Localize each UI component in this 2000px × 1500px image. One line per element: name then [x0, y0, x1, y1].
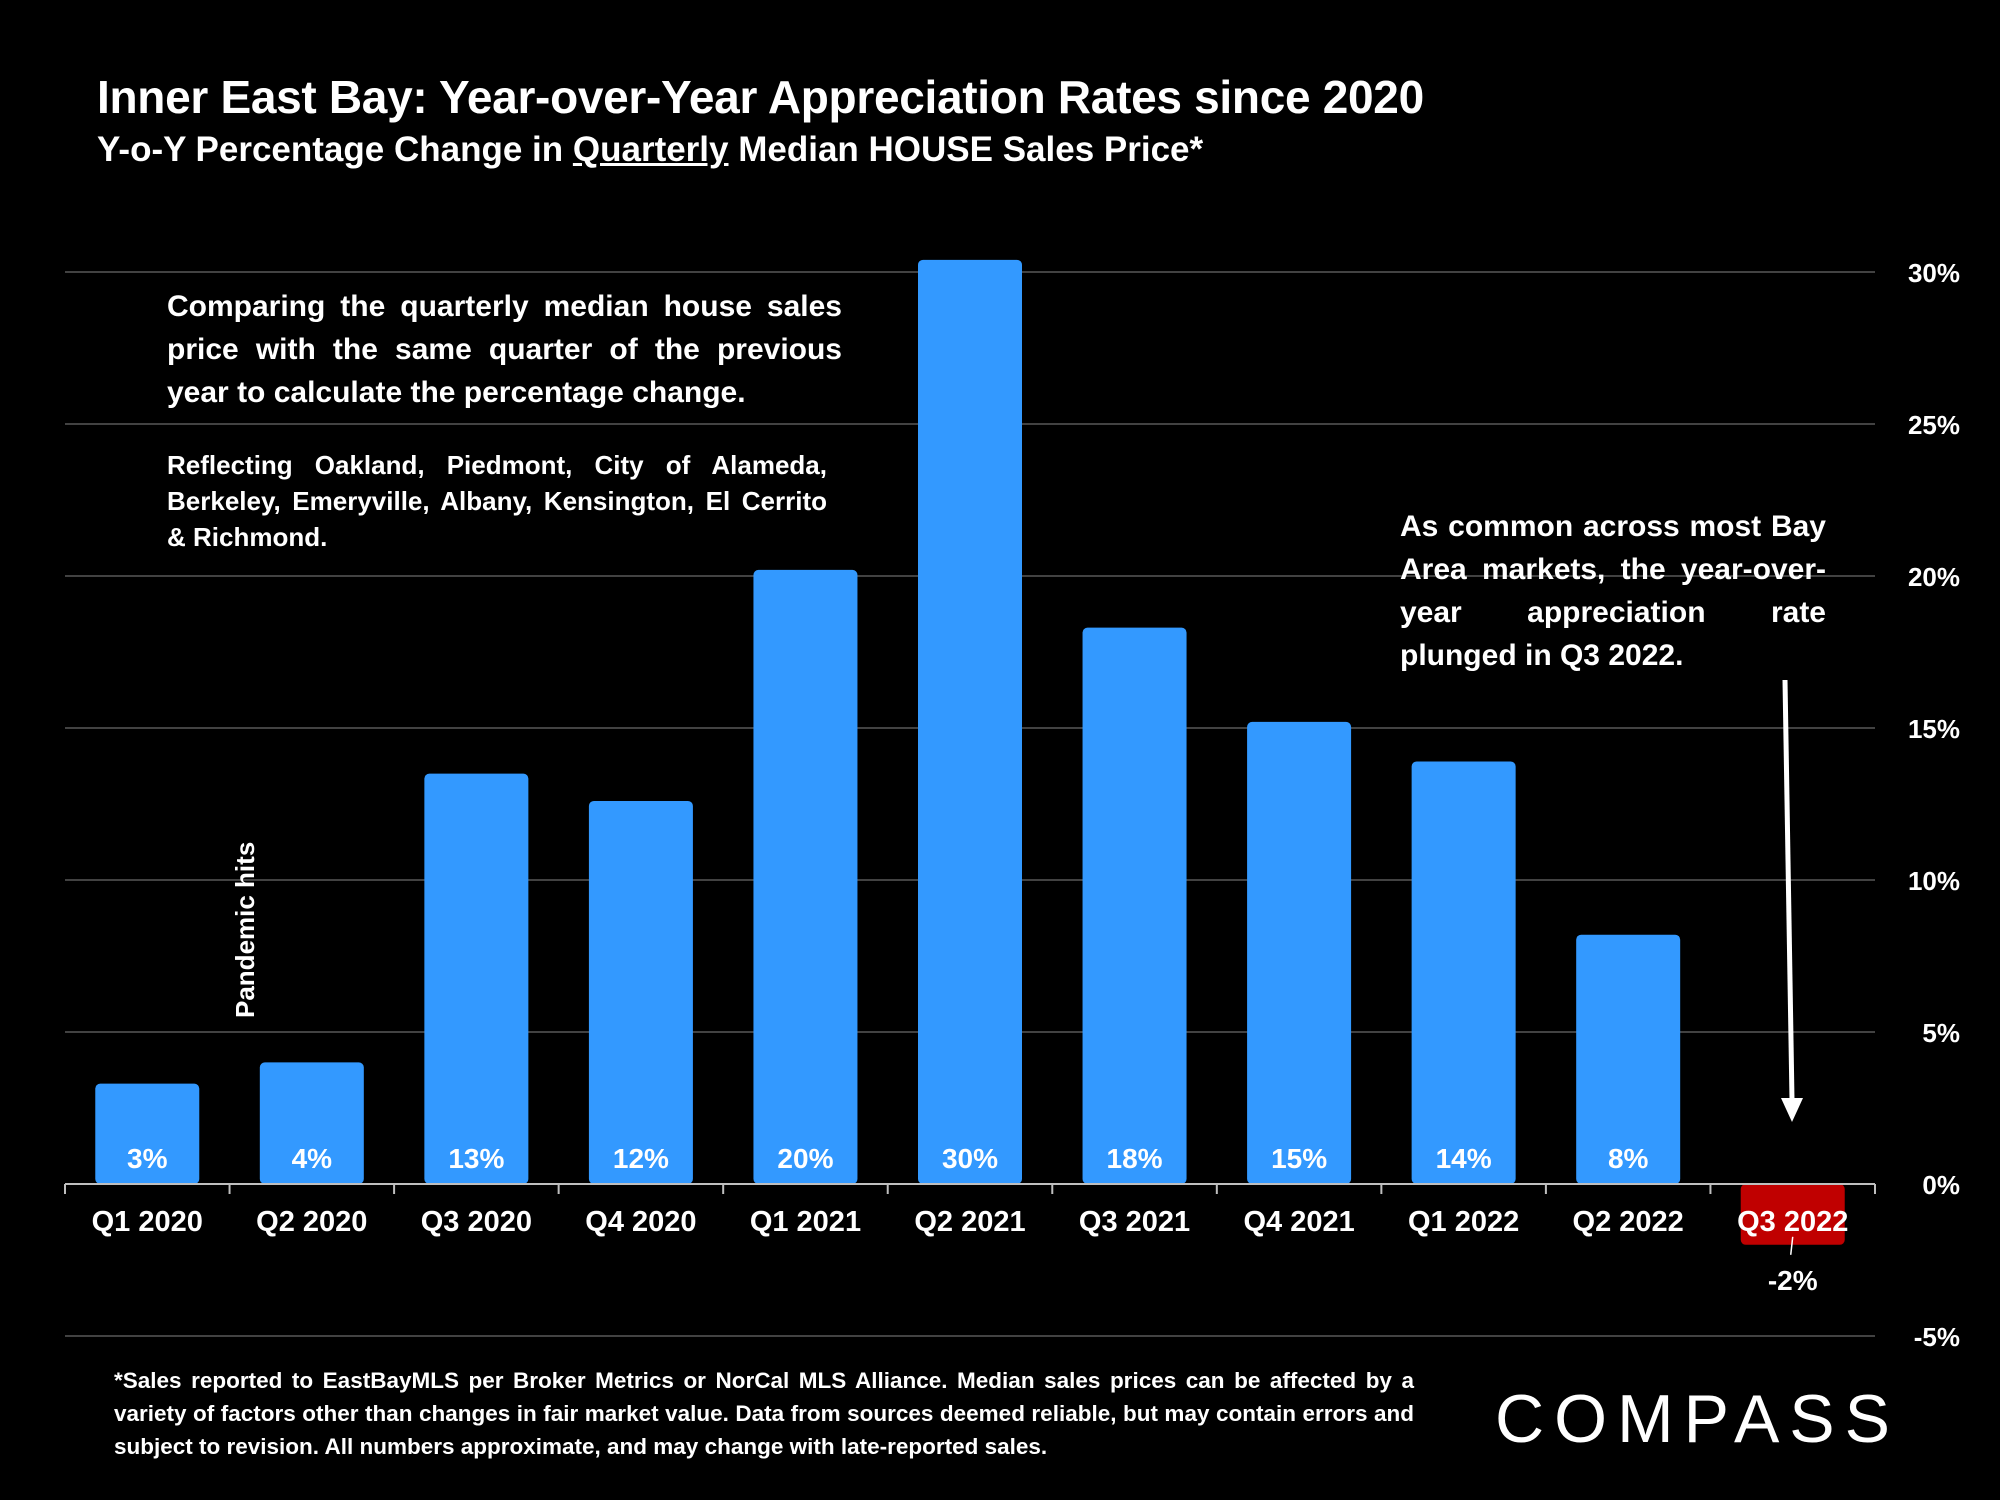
- bar-q1-2020: [95, 1083, 200, 1184]
- bar-q3-2022: [1740, 1184, 1845, 1245]
- data-label: 20%: [777, 1143, 833, 1174]
- x-tick-label: Q4 2020: [585, 1206, 696, 1238]
- y-tick-label: 15%: [1908, 714, 1960, 744]
- bar-q3-2020: [424, 773, 529, 1184]
- x-tick-label: Q1 2020: [92, 1206, 203, 1238]
- data-label: 3%: [127, 1143, 168, 1174]
- y-tick-label: 20%: [1908, 562, 1960, 592]
- bar-q1-2022: [1411, 761, 1516, 1184]
- data-label: 8%: [1608, 1143, 1649, 1174]
- y-tick-label: 30%: [1908, 258, 1960, 288]
- footnote: *Sales reported to EastBayMLS per Broker…: [114, 1368, 1414, 1459]
- compass-logo: COMPASS: [1495, 1381, 1901, 1457]
- subtitle-pre: Y-o-Y Percentage Change in: [97, 130, 573, 169]
- arrow-shaft: [1782, 679, 1795, 1101]
- subtitle-underlined: Quarterly: [572, 130, 729, 169]
- x-tick-label: Q2 2020: [256, 1206, 367, 1238]
- y-tick-label: -5%: [1914, 1322, 1960, 1352]
- bar-q1-2021: [753, 569, 858, 1184]
- bar-q2-2022: [1576, 934, 1681, 1184]
- y-tick-label: 10%: [1908, 866, 1960, 896]
- y-tick-label: 25%: [1908, 410, 1960, 440]
- bar-q4-2021: [1247, 721, 1352, 1184]
- bar-q3-2021: [1082, 627, 1187, 1184]
- y-tick-label: 0%: [1922, 1170, 1960, 1200]
- data-label: 4%: [292, 1143, 333, 1174]
- data-label: 14%: [1436, 1143, 1492, 1174]
- arrow-head-icon: [1781, 1098, 1803, 1122]
- data-label: -2%: [1768, 1265, 1818, 1296]
- annotation-pandemic-hits: Pandemic hits: [230, 841, 260, 1018]
- chart-title: Inner East Bay: Year-over-Year Appreciat…: [97, 71, 1424, 123]
- data-label: 15%: [1271, 1143, 1327, 1174]
- data-label: 12%: [613, 1143, 669, 1174]
- annotation-methodology: Comparing the quarterly median house sal…: [167, 290, 842, 409]
- subtitle-post: Median HOUSE Sales Price*: [728, 130, 1204, 169]
- annotation-plunge: As common across most Bay Area markets, …: [1400, 510, 1826, 672]
- y-tick-label: 5%: [1922, 1018, 1960, 1048]
- data-label: 30%: [942, 1143, 998, 1174]
- x-tick-label: Q3 2021: [1079, 1206, 1190, 1238]
- x-tick-label: Q3 2022: [1737, 1206, 1848, 1238]
- bar-q2-2020: [259, 1062, 364, 1184]
- chart-subtitle: Y-o-Y Percentage Change in Quarterly Med…: [97, 130, 1203, 170]
- x-tick-label: Q2 2021: [914, 1206, 1025, 1238]
- bar-q2-2021: [918, 259, 1022, 1185]
- x-tick-label: Q3 2020: [421, 1206, 532, 1238]
- annotation-regions: Reflecting Oakland, Piedmont, City of Al…: [167, 450, 827, 552]
- bar-q4-2020: [588, 800, 693, 1184]
- x-tick-label: Q4 2021: [1243, 1206, 1354, 1238]
- x-tick-label: Q1 2022: [1408, 1206, 1519, 1238]
- x-tick-label: Q2 2022: [1573, 1206, 1684, 1238]
- data-label: 13%: [448, 1143, 504, 1174]
- data-label: 18%: [1107, 1143, 1163, 1174]
- data-label-leader: [1789, 1236, 1794, 1255]
- x-tick-label: Q1 2021: [750, 1206, 861, 1238]
